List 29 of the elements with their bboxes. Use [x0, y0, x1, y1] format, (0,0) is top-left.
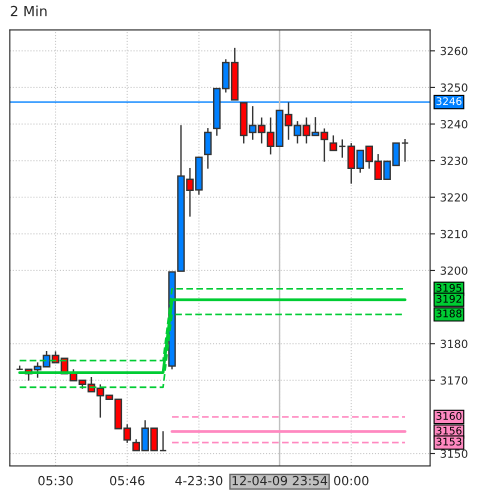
y-tick-label: 3250 [440, 83, 468, 92]
legend-label: 3153 [436, 438, 462, 446]
text: 3160 [436, 412, 462, 420]
candlestick [16, 364, 24, 370]
y-tick-label: 3150 [440, 449, 468, 458]
text: 3195 [436, 284, 462, 292]
x-tick-label: 05:46 [110, 476, 144, 486]
y-tick-label: 3240 [440, 120, 468, 128]
y-tick-label: 3170 [440, 376, 468, 385]
candlestick [204, 127, 212, 170]
ref-line-label: 3246 [436, 97, 462, 106]
candlestick [330, 134, 338, 152]
y-tick-label: 3230 [440, 156, 468, 166]
y-tick-label: 3180 [440, 340, 468, 348]
candlestick [338, 138, 346, 158]
x-tick-label: 00:00 [334, 476, 368, 486]
x-tick-label: 05:30 [38, 476, 73, 486]
y-tick-label: 3210 [440, 230, 468, 238]
legend-label: 3192 [436, 294, 462, 303]
x-tick-label: 4-23:30 [175, 476, 222, 486]
y-tick-label: 3200 [440, 266, 468, 275]
chart-title: 2 Min [10, 6, 47, 16]
y-tick-label: 3220 [440, 193, 468, 202]
legend-label: 3188 [436, 310, 462, 318]
x-tick-label: 12-04-09 23:54 [232, 476, 328, 486]
y-tick-label: 3260 [440, 46, 468, 56]
legend-label: 3156 [436, 426, 462, 435]
candlestick [159, 430, 167, 452]
candlestick [401, 138, 409, 162]
